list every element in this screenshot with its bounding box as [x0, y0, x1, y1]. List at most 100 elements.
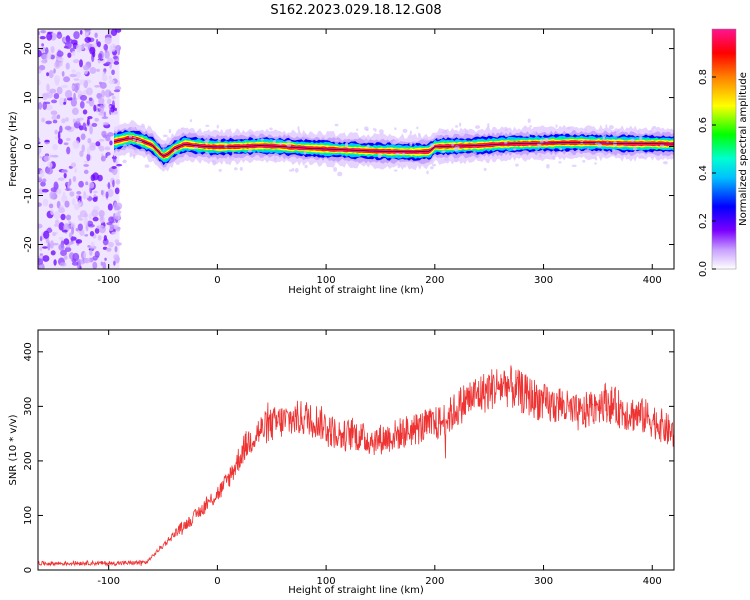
noise-blob — [79, 210, 87, 218]
colorbar-tick-label: 0.8 — [698, 69, 709, 85]
ridge-scatter — [555, 124, 558, 128]
noise-blob — [47, 161, 53, 169]
noise-blob — [50, 110, 58, 116]
noise-blob — [83, 160, 89, 164]
spectrogram-x-tick-label: -100 — [97, 275, 120, 286]
ridge-scatter — [392, 140, 397, 145]
noise-blob — [109, 224, 115, 229]
ridge-scatter — [372, 127, 375, 131]
noise-blob — [116, 163, 123, 167]
ridge-scatter — [586, 148, 590, 151]
noise-blob — [113, 89, 121, 93]
ridge-scatter — [413, 140, 417, 145]
ridge-scatter — [659, 144, 665, 147]
noise-blob — [114, 239, 119, 244]
noise-blob — [92, 261, 98, 269]
spectrogram-x-tick-label: 400 — [643, 275, 662, 286]
noise-blob — [51, 99, 58, 104]
noise-blob — [99, 215, 105, 224]
ridge-scatter — [605, 124, 608, 129]
ridge-scatter — [416, 126, 419, 130]
ridge-scatter — [128, 146, 133, 150]
ridge-scatter — [273, 156, 277, 161]
ridge-scatter — [423, 137, 429, 141]
ridge-scatter — [294, 167, 299, 173]
noise-blob — [112, 154, 117, 163]
colorbar-tick-label: 0.4 — [698, 165, 709, 181]
noise-blob — [70, 98, 77, 107]
ridge-scatter — [552, 155, 556, 161]
snr-line — [38, 365, 674, 567]
noise-blob — [69, 73, 77, 78]
ridge-scatter — [602, 150, 607, 156]
noise-blob — [95, 104, 99, 112]
ridge-scatter — [323, 156, 328, 159]
noise-blob — [69, 191, 75, 197]
noise-blob — [78, 125, 84, 131]
ridge-scatter — [441, 150, 446, 153]
ridge-scatter — [308, 136, 311, 140]
noise-blob — [41, 117, 46, 123]
ridge-scatter — [303, 151, 307, 155]
noise-blob — [53, 68, 56, 74]
ridge-scatter — [582, 159, 586, 163]
ridge-scatter — [248, 132, 254, 135]
ridge-scatter — [429, 158, 433, 162]
spectrogram-y-tick-label: 0 — [23, 143, 34, 149]
noise-blob — [104, 146, 111, 151]
noise-blob — [49, 88, 57, 94]
ridge-scatter — [162, 145, 165, 151]
ridge-scatter — [539, 139, 544, 144]
ridge-scatter — [180, 127, 184, 130]
noise-blob — [64, 125, 72, 131]
noise-blob — [104, 50, 110, 59]
noise-blob — [94, 250, 100, 258]
ridge-scatter — [403, 164, 407, 168]
noise-blob — [112, 179, 115, 188]
noise-blob — [61, 229, 68, 233]
noise-blob — [76, 191, 82, 195]
noise-blob — [47, 242, 51, 251]
noise-blob — [78, 180, 84, 188]
noise-blob — [111, 165, 117, 169]
ridge-band — [114, 134, 674, 159]
ridge-scatter — [288, 169, 293, 172]
ridge-scatter — [459, 122, 462, 127]
noise-blob — [50, 250, 56, 256]
ridge-scatter — [260, 138, 264, 141]
ridge-scatter — [273, 140, 276, 144]
ridge-scatter — [432, 163, 437, 167]
noise-blob — [111, 95, 116, 100]
noise-blob — [45, 120, 52, 125]
noise-blob — [105, 191, 109, 199]
noise-blob — [53, 92, 60, 100]
noise-blob — [41, 188, 49, 193]
noise-blob — [68, 178, 72, 186]
noise-blob — [51, 114, 58, 121]
ridge-scatter — [168, 129, 172, 134]
ridge-scatter — [216, 124, 219, 129]
ridge-scatter — [544, 137, 549, 143]
snr-y-tick-label: 300 — [23, 397, 34, 416]
ridge-scatter — [527, 133, 531, 138]
noise-blob — [83, 216, 89, 226]
noise-blob — [62, 191, 66, 198]
ridge-scatter — [304, 164, 308, 169]
noise-blob — [96, 225, 100, 229]
ridge-scatter — [122, 144, 128, 149]
ridge-scatter — [379, 129, 384, 134]
ridge-scatter — [231, 151, 235, 157]
noise-blob — [90, 241, 95, 248]
spectrogram-y-tick-label: -20 — [23, 236, 34, 252]
noise-blob — [38, 49, 42, 58]
ridge-scatter — [639, 156, 645, 159]
noise-blob — [63, 238, 70, 245]
noise-blob — [105, 247, 112, 252]
noise-blob — [71, 51, 76, 57]
noise-blob — [43, 155, 50, 162]
noise-blob — [61, 195, 68, 203]
noise-blob — [40, 181, 46, 187]
noise-blob — [104, 37, 112, 41]
noise-blob — [59, 262, 67, 267]
noise-blob — [107, 188, 114, 198]
